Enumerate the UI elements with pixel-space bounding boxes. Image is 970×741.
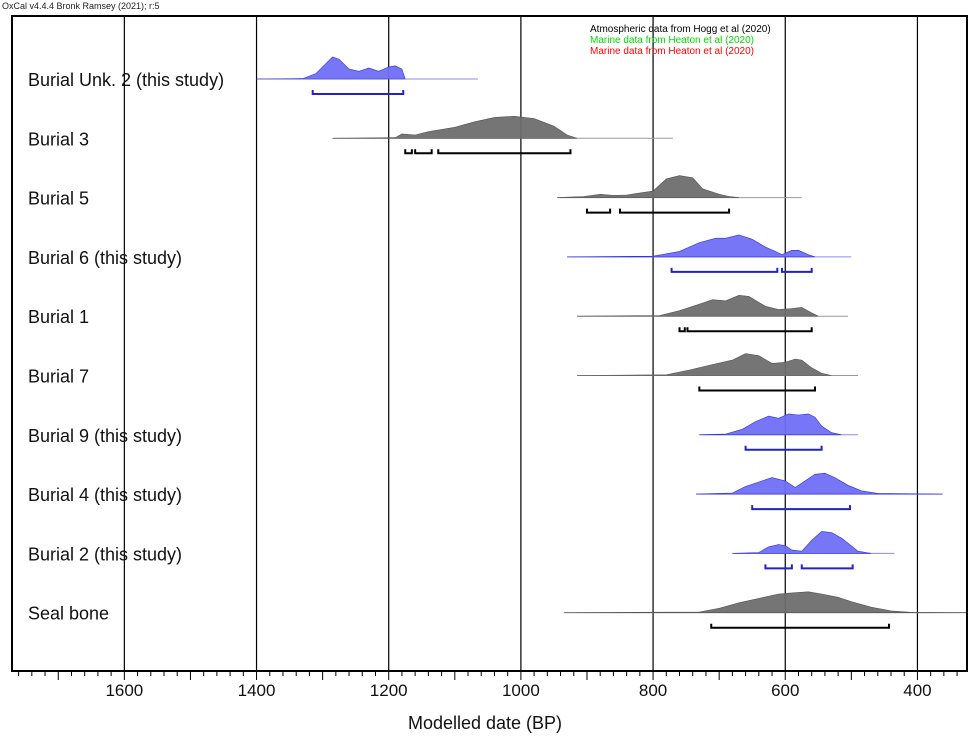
range-bracket bbox=[710, 623, 891, 629]
row-6 bbox=[699, 413, 858, 451]
density-curve bbox=[695, 472, 943, 495]
range-bracket bbox=[437, 149, 572, 155]
range-bracket bbox=[585, 208, 612, 214]
chart-frame bbox=[11, 15, 968, 672]
row-label-7: Burial 4 (this study) bbox=[28, 485, 182, 505]
row-5 bbox=[577, 353, 858, 392]
range-bracket bbox=[800, 564, 854, 570]
row-4 bbox=[577, 294, 849, 333]
range-bracket bbox=[670, 267, 779, 273]
row-label-2: Burial 5 bbox=[28, 189, 89, 209]
tick-label-600: 600 bbox=[771, 681, 799, 700]
range-bracket bbox=[744, 445, 823, 451]
legend-marine-red: Marine data from Heaton et al (2020) bbox=[590, 46, 754, 57]
legend-atmospheric: Atmospheric data from Hogg et al (2020) bbox=[590, 24, 771, 35]
row-label-4: Burial 1 bbox=[28, 307, 89, 327]
density-curve bbox=[567, 234, 816, 258]
tick-label-1600: 1600 bbox=[105, 681, 143, 700]
row-3 bbox=[567, 234, 852, 273]
density-curve bbox=[563, 591, 968, 613]
row-0 bbox=[256, 56, 478, 95]
range-bracket bbox=[764, 564, 793, 570]
range-bracket bbox=[311, 90, 405, 95]
row-1 bbox=[332, 115, 673, 155]
x-axis: 1600 1400 1200 1000 800 600 400 bbox=[18, 671, 958, 700]
range-bracket bbox=[698, 386, 816, 392]
range-bracket bbox=[414, 149, 433, 155]
chart-grid bbox=[123, 16, 919, 671]
row-label-6: Burial 9 (this study) bbox=[28, 426, 182, 446]
chart-plot-area bbox=[256, 56, 968, 629]
tick-label-400: 400 bbox=[903, 681, 931, 700]
range-bracket bbox=[751, 505, 852, 511]
row-label-3: Burial 6 (this study) bbox=[28, 248, 182, 268]
legend-marine-green: Marine data from Heaton et al (2020) bbox=[590, 35, 754, 46]
tick-label-1200: 1200 bbox=[370, 681, 408, 700]
row-label-9: Seal bone bbox=[28, 604, 109, 624]
row-7 bbox=[695, 472, 943, 511]
density-curve bbox=[699, 413, 842, 436]
row-label-0: Burial Unk. 2 (this study) bbox=[28, 70, 224, 90]
x-axis-label: Modelled date (BP) bbox=[407, 713, 563, 733]
legend: Atmospheric data from Hogg et al (2020) … bbox=[590, 24, 771, 57]
row-label-8: Burial 2 (this study) bbox=[28, 544, 182, 564]
tick-label-800: 800 bbox=[639, 681, 667, 700]
range-bracket bbox=[404, 149, 413, 155]
row-8 bbox=[732, 531, 895, 570]
tick-label-1400: 1400 bbox=[238, 681, 276, 700]
density-curve bbox=[577, 294, 819, 317]
row-9 bbox=[563, 591, 968, 629]
density-curve bbox=[256, 56, 406, 80]
density-curve bbox=[732, 531, 872, 554]
row-2 bbox=[557, 175, 802, 214]
density-curve bbox=[332, 115, 578, 139]
density-curve bbox=[577, 353, 832, 376]
range-bracket bbox=[678, 327, 686, 333]
range-bracket bbox=[619, 208, 731, 214]
row-labels: Burial Unk. 2 (this study) Burial 3 Burial… bbox=[28, 70, 224, 624]
range-bracket bbox=[686, 327, 813, 333]
range-bracket bbox=[780, 267, 813, 273]
density-curve bbox=[557, 175, 740, 198]
tick-label-1000: 1000 bbox=[502, 681, 540, 700]
row-label-1: Burial 3 bbox=[28, 129, 89, 149]
software-version-label: OxCal v4.4.4 Bronk Ramsey (2021); r:5 bbox=[2, 1, 160, 11]
row-label-5: Burial 7 bbox=[28, 367, 89, 387]
